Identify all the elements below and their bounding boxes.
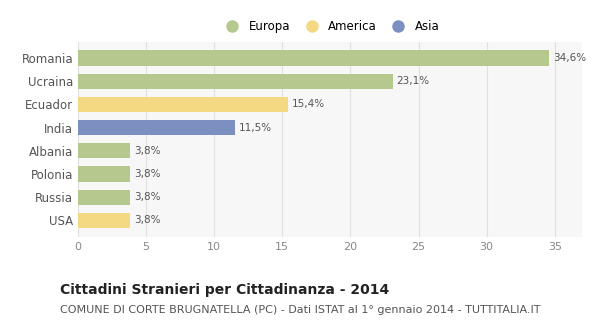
Bar — [78, 166, 130, 181]
Text: 23,1%: 23,1% — [397, 76, 430, 86]
Text: 15,4%: 15,4% — [292, 100, 325, 109]
Legend: Europa, America, Asia: Europa, America, Asia — [217, 16, 443, 36]
Text: 11,5%: 11,5% — [239, 123, 272, 132]
Text: Cittadini Stranieri per Cittadinanza - 2014: Cittadini Stranieri per Cittadinanza - 2… — [60, 283, 389, 297]
Bar — [78, 74, 392, 89]
Bar — [78, 97, 288, 112]
Text: 3,8%: 3,8% — [134, 215, 160, 225]
Text: 34,6%: 34,6% — [553, 53, 587, 63]
Bar — [78, 120, 235, 135]
Text: 3,8%: 3,8% — [134, 146, 160, 156]
Bar — [78, 213, 130, 228]
Bar — [78, 190, 130, 205]
Text: COMUNE DI CORTE BRUGNATELLA (PC) - Dati ISTAT al 1° gennaio 2014 - TUTTITALIA.IT: COMUNE DI CORTE BRUGNATELLA (PC) - Dati … — [60, 305, 541, 315]
Bar — [78, 143, 130, 158]
Text: 3,8%: 3,8% — [134, 192, 160, 202]
Text: 3,8%: 3,8% — [134, 169, 160, 179]
Bar — [78, 51, 550, 66]
